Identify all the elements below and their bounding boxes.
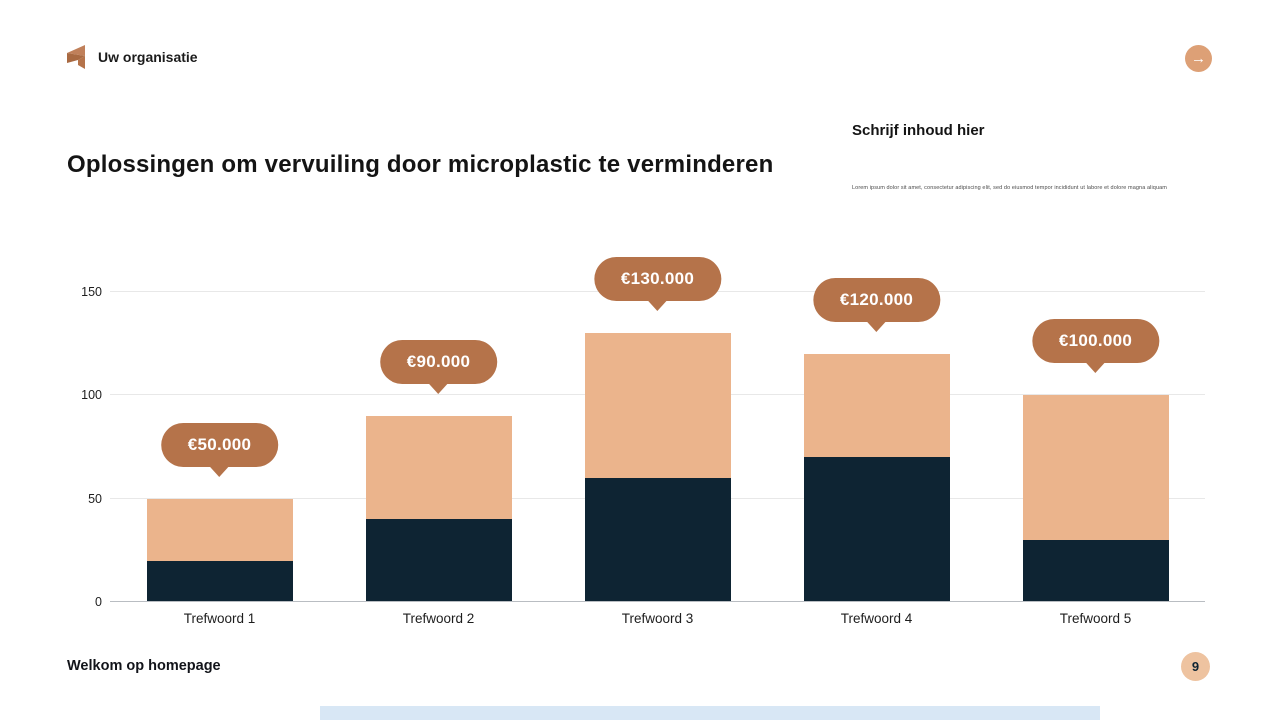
bar-group: €100.000 [986,292,1205,602]
content-heading: Schrijf inhoud hier [852,122,985,139]
bar-chart: 0 50 100 150 €50.000 €90.000 €130.000 €120.000 €… [81,257,1205,626]
stacked-bar [365,416,512,602]
x-axis-line [110,601,1205,602]
x-category-label: Trefwoord 5 [1059,611,1132,626]
stacked-bar [146,498,293,602]
footer-text: Welkom op homepage [67,658,221,674]
slide-title: Oplossingen om vervuiling door microplas… [67,151,774,178]
bar-group: €90.000 [329,292,548,602]
x-category-label: Trefwoord 3 [621,611,694,626]
bar-segment-top [365,416,512,520]
value-callout: €120.000 [812,278,941,322]
bar-segment-bottom [365,519,512,602]
bar-segment-top [146,498,293,561]
plot-area: 0 50 100 150 €50.000 €90.000 €130.000 €120.000 €… [81,257,1205,609]
content-panel: Schrijf inhoud hier Lorem ipsum dolor si… [852,122,1167,191]
y-tick-label: 150 [81,285,102,299]
value-callout: €130.000 [593,257,722,302]
next-arrow-button[interactable]: → [1185,45,1212,72]
bar-group: €130.000 [548,257,767,602]
x-category-label: Trefwoord 1 [183,611,256,626]
bar-segment-bottom [146,560,293,602]
value-callout: €90.000 [379,340,498,384]
background-strip [320,706,1100,720]
brand-name: Uw organisatie [98,49,198,65]
bar-segment-top [1022,395,1169,540]
bar-segment-bottom [584,478,731,602]
y-tick-label: 100 [81,388,102,403]
y-tick-label: 0 [95,595,102,609]
value-callout: €50.000 [160,422,279,467]
bar-segment-bottom [1022,540,1169,602]
bar-segment-top [803,354,950,458]
x-category-label: Trefwoord 4 [840,611,913,626]
stacked-bar [803,354,950,602]
logo-icon [64,44,88,70]
x-category-label: Trefwoord 2 [402,611,475,626]
bar-segment-top [584,333,731,478]
arrow-right-icon: → [1191,50,1206,67]
stacked-bar [1022,395,1169,602]
value-callout: €100.000 [1031,319,1160,364]
stacked-bar [584,333,731,602]
bar-segment-bottom [803,457,950,602]
bar-group: €120.000 [767,278,986,602]
x-axis-labels: Trefwoord 1 Trefwoord 2 Trefwoord 3 Trefwoo… [110,611,1205,626]
brand: Uw organisatie [64,44,198,70]
bar-group: €50.000 [110,292,329,602]
y-tick-label: 50 [88,491,102,506]
page-number-badge[interactable]: 9 [1181,652,1210,681]
content-body: Lorem ipsum dolor sit amet, consectetur … [852,185,1167,191]
